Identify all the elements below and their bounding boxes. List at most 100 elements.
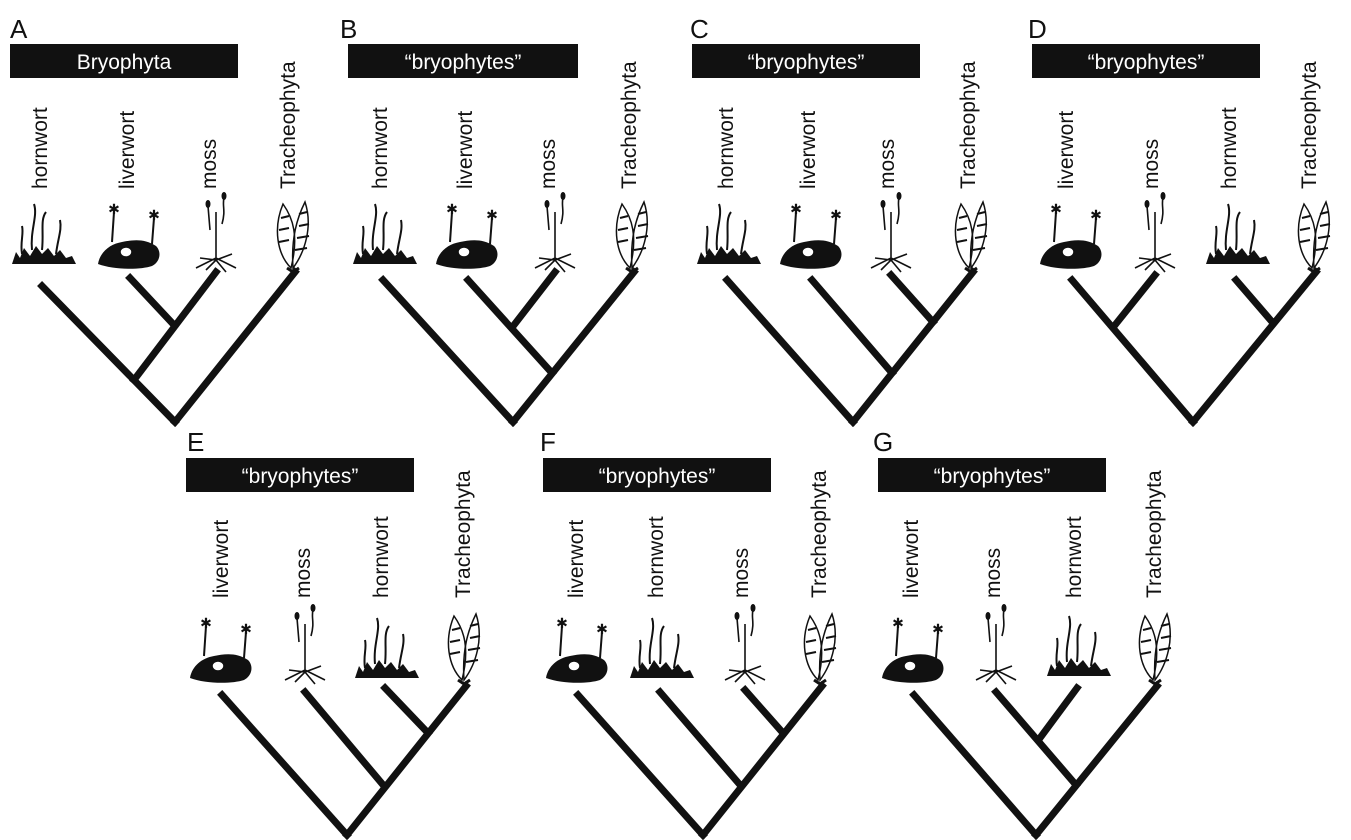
taxon-label: liverwort: [1055, 111, 1078, 189]
group-bar: [186, 458, 414, 492]
group-bar: [1032, 44, 1260, 78]
svg-text:✱: ✱: [790, 201, 802, 217]
taxon-label: liverwort: [797, 111, 820, 189]
group-bar-label: “bryophytes”: [1088, 51, 1205, 74]
svg-text:✱: ✱: [108, 201, 120, 217]
group-bar-label: “bryophytes”: [242, 465, 359, 488]
svg-text:✱: ✱: [556, 615, 568, 631]
svg-text:✱: ✱: [892, 615, 904, 631]
taxon-label: moss: [292, 548, 315, 598]
taxon-label: hornwort: [370, 516, 393, 598]
taxon-label: Tracheophyta: [1143, 470, 1166, 598]
moss-icon: [534, 192, 576, 273]
svg-text:✱: ✱: [1090, 207, 1102, 223]
panel-letter: F: [540, 427, 556, 457]
svg-text:✱: ✱: [486, 207, 498, 223]
panel-letter: B: [340, 14, 357, 44]
panel-e: E “bryophytes” liverwort moss hornwort T…: [186, 427, 481, 840]
taxon-label: liverwort: [454, 111, 477, 189]
panel-c: C “bryophytes” hornwort liverwort moss T…: [690, 14, 988, 427]
group-bar-label: “bryophytes”: [405, 51, 522, 74]
svg-text:✱: ✱: [148, 207, 160, 223]
taxon-label: hornwort: [715, 107, 738, 189]
moss-icon: [870, 192, 912, 273]
liverwort-icon: ✱ ✱: [190, 615, 252, 683]
taxon-label: moss: [198, 139, 221, 189]
hornwort-icon: [12, 203, 76, 264]
svg-text:✱: ✱: [932, 621, 944, 637]
group-bar-label: “bryophytes”: [748, 51, 865, 74]
taxon-label: moss: [730, 548, 753, 598]
liverwort-icon: ✱ ✱: [98, 201, 160, 269]
taxon-label: liverwort: [565, 520, 588, 598]
moss-icon: [195, 192, 237, 273]
tree-branches: [1067, 267, 1321, 427]
tracheophyte-icon: [954, 200, 988, 274]
group-bar: [878, 458, 1106, 492]
moss-icon: [724, 604, 766, 685]
taxon-label: Tracheophyta: [1298, 61, 1321, 189]
tree-branches: [378, 267, 639, 427]
group-bar-label: “bryophytes”: [934, 465, 1051, 488]
panel-letter: G: [873, 427, 893, 457]
moss-icon: [1134, 192, 1176, 273]
hornwort-icon: [630, 617, 694, 678]
tracheophyte-icon: [615, 200, 649, 274]
liverwort-icon: ✱ ✱: [1040, 201, 1102, 269]
moss-icon: [284, 604, 326, 685]
panel-letter: D: [1028, 14, 1047, 44]
panel-b: B “bryophytes” hornwort liverwort moss T…: [340, 14, 649, 427]
taxon-label: moss: [537, 139, 560, 189]
taxon-label: hornwort: [29, 107, 52, 189]
taxon-label: hornwort: [645, 516, 668, 598]
panel-letter: C: [690, 14, 709, 44]
liverwort-icon: ✱ ✱: [882, 615, 944, 683]
tree-branches: [722, 267, 978, 427]
taxon-label: moss: [876, 139, 899, 189]
hornwort-icon: [353, 203, 417, 264]
taxon-label: liverwort: [116, 111, 139, 189]
taxon-label: Tracheophyta: [452, 470, 475, 598]
hornwort-icon: [697, 203, 761, 264]
panel-g: G “bryophytes” liverwort moss hornwort T…: [873, 427, 1172, 840]
taxon-label: hornwort: [1218, 107, 1241, 189]
taxon-label: moss: [1140, 139, 1163, 189]
tracheophyte-icon: [1138, 612, 1172, 686]
svg-text:✱: ✱: [1050, 201, 1062, 217]
liverwort-icon: ✱ ✱: [436, 201, 498, 269]
panel-letter: E: [187, 427, 204, 457]
group-bar: [692, 44, 920, 78]
panel-d: D “bryophytes” liverwort moss hornwort T…: [1028, 14, 1331, 427]
taxon-label: Tracheophyta: [808, 470, 831, 598]
panel-letter: A: [10, 14, 28, 44]
hornwort-icon: [1047, 615, 1111, 676]
tree-branches: [37, 267, 300, 427]
taxon-label: Tracheophyta: [618, 61, 641, 189]
svg-text:✱: ✱: [240, 621, 252, 637]
tracheophyte-icon: [1297, 200, 1331, 274]
hornwort-icon: [1206, 203, 1270, 264]
tracheophyte-icon: [447, 612, 481, 686]
liverwort-icon: ✱ ✱: [546, 615, 608, 683]
taxon-label: moss: [982, 548, 1005, 598]
svg-text:✱: ✱: [446, 201, 458, 217]
group-bar: [348, 44, 578, 78]
tree-branches: [573, 681, 827, 840]
tracheophyte-icon: [276, 200, 310, 274]
moss-icon: [975, 604, 1017, 685]
panel-a: A Bryophyta hornwort liverwort moss Trac…: [10, 14, 310, 427]
group-bar-label: Bryophyta: [77, 51, 172, 74]
liverwort-icon: ✱ ✱: [780, 201, 842, 269]
tracheophyte-icon: [803, 612, 837, 686]
hornwort-icon: [355, 617, 419, 678]
group-bar-label: “bryophytes”: [599, 465, 716, 488]
svg-text:✱: ✱: [830, 207, 842, 223]
taxon-label: Tracheophyta: [277, 61, 300, 189]
taxon-label: liverwort: [900, 520, 923, 598]
taxon-label: Tracheophyta: [957, 61, 980, 189]
taxon-label: hornwort: [1063, 516, 1086, 598]
tree-branches: [909, 681, 1162, 840]
group-bar: [543, 458, 771, 492]
panel-f: F “bryophytes” liverwort hornwort moss T…: [540, 427, 837, 840]
